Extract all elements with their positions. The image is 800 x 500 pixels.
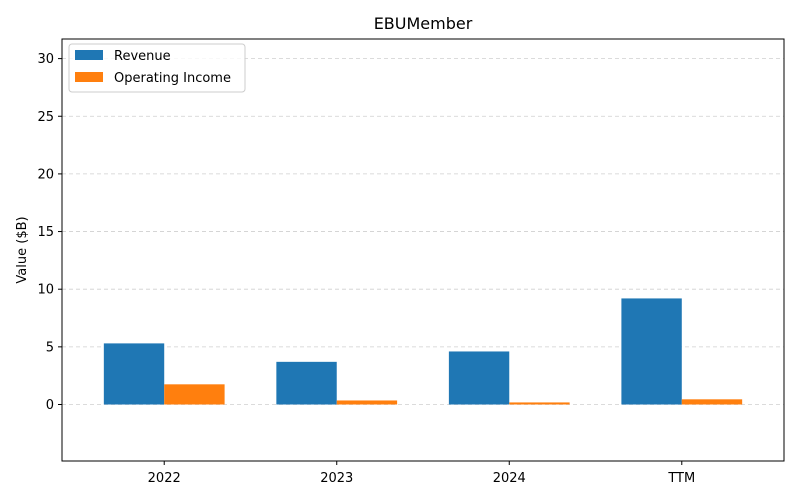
x-tick-label: 2023 [320,471,353,486]
y-tick-label: 10 [37,283,54,298]
bar-revenue [276,361,337,405]
y-tick-label: 30 [37,52,54,67]
legend-label: Revenue [114,49,171,64]
y-tick-label: 0 [46,398,54,413]
y-tick-label: 5 [46,340,54,355]
bar-revenue [103,343,165,405]
chart-title: EBUMember [374,14,473,33]
bar-operating-income [336,400,398,405]
y-tick-label: 20 [37,167,54,182]
legend: Revenue Operating Income [68,43,246,93]
bar-operating-income [164,384,225,405]
y-axis: 0 5 10 15 20 25 30 [37,52,62,413]
legend-swatch [75,72,103,82]
legend-box [68,43,246,93]
y-tick-label: 25 [37,110,54,125]
bar-operating-income [681,399,743,405]
bar-revenue [448,351,510,405]
legend-swatch [75,50,103,60]
legend-label: Operating Income [114,71,231,86]
bar-operating-income [509,402,570,405]
y-axis-title: Value ($B) [15,216,30,283]
x-axis: 2022 2023 2024 TTM [148,461,695,486]
x-tick-label: TTM [667,471,695,486]
x-tick-label: 2024 [493,471,526,486]
bars [103,298,743,405]
x-tick-label: 2022 [148,471,181,486]
bar-revenue [621,298,682,405]
plot-frame [61,38,785,462]
y-tick-label: 15 [37,225,54,240]
